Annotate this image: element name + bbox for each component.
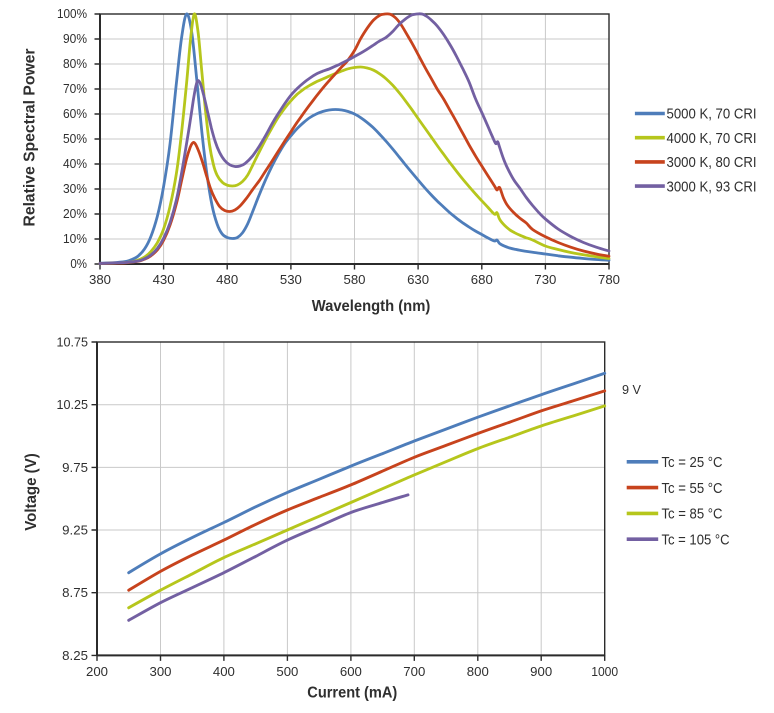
svg-text:Tc = 105 °C: Tc = 105 °C — [662, 531, 730, 548]
svg-text:530: 530 — [280, 272, 302, 287]
svg-text:10.25: 10.25 — [57, 397, 89, 412]
svg-text:900: 900 — [530, 664, 552, 679]
svg-text:4000 K, 70 CRI: 4000 K, 70 CRI — [667, 130, 757, 147]
svg-text:8.25: 8.25 — [62, 648, 88, 663]
svg-text:430: 430 — [153, 272, 175, 287]
svg-text:40%: 40% — [63, 156, 87, 171]
svg-text:80%: 80% — [63, 56, 87, 71]
svg-text:Tc = 85 °C: Tc = 85 °C — [662, 506, 723, 523]
svg-text:3000 K, 80 CRI: 3000 K, 80 CRI — [667, 154, 757, 171]
svg-text:680: 680 — [471, 272, 493, 287]
svg-text:Voltage (V): Voltage (V) — [23, 453, 40, 531]
svg-text:Tc = 55 °C: Tc = 55 °C — [662, 480, 723, 497]
svg-text:Relative Spectral Power: Relative Spectral Power — [22, 49, 39, 227]
svg-text:500: 500 — [276, 664, 298, 679]
svg-text:0%: 0% — [70, 256, 87, 271]
svg-text:730: 730 — [534, 272, 556, 287]
svg-text:100%: 100% — [57, 6, 87, 21]
svg-text:30%: 30% — [63, 181, 87, 196]
svg-text:400: 400 — [213, 664, 235, 679]
svg-text:90%: 90% — [63, 31, 87, 46]
svg-text:8.75: 8.75 — [62, 585, 88, 600]
svg-text:5000 K, 70 CRI: 5000 K, 70 CRI — [667, 106, 757, 123]
svg-text:630: 630 — [407, 272, 429, 287]
svg-text:800: 800 — [467, 664, 489, 679]
svg-text:9 V: 9 V — [622, 382, 641, 397]
svg-text:200: 200 — [86, 664, 108, 679]
svg-text:9.25: 9.25 — [62, 522, 88, 537]
svg-text:580: 580 — [344, 272, 366, 287]
svg-text:380: 380 — [89, 272, 111, 287]
svg-text:9.75: 9.75 — [62, 460, 88, 475]
svg-text:Wavelength (nm): Wavelength (nm) — [312, 298, 431, 315]
svg-text:700: 700 — [403, 664, 425, 679]
svg-text:3000 K, 93 CRI: 3000 K, 93 CRI — [667, 178, 757, 195]
svg-text:480: 480 — [216, 272, 238, 287]
svg-text:60%: 60% — [63, 106, 87, 121]
svg-text:1000: 1000 — [591, 664, 618, 679]
svg-text:Tc = 25 °C: Tc = 25 °C — [662, 454, 723, 471]
svg-text:300: 300 — [150, 664, 172, 679]
svg-text:50%: 50% — [63, 131, 87, 146]
svg-text:600: 600 — [340, 664, 362, 679]
svg-text:20%: 20% — [63, 206, 87, 221]
svg-text:70%: 70% — [63, 81, 87, 96]
svg-text:10.75: 10.75 — [57, 334, 89, 349]
svg-text:780: 780 — [598, 272, 620, 287]
svg-text:Current (mA): Current (mA) — [307, 685, 397, 702]
svg-text:10%: 10% — [63, 231, 87, 246]
